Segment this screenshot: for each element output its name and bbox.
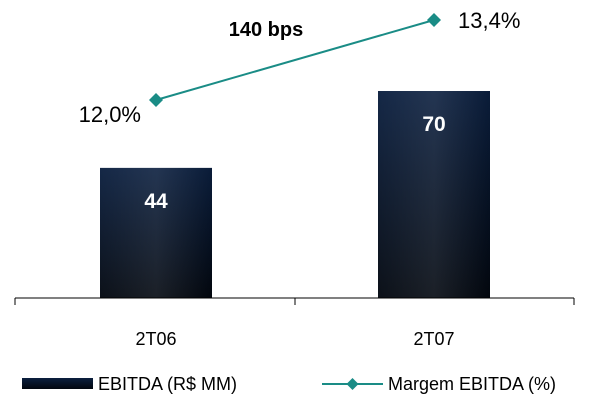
bars-layer: 44 70 [100, 91, 490, 298]
x-tick-label-2T06: 2T06 [135, 329, 176, 349]
bar-sheen-2T07 [378, 91, 490, 298]
bar-value-label-2T06: 44 [144, 190, 168, 213]
line-series: 12,0% 13,4% [79, 8, 521, 127]
margin-point-2T06[interactable] [149, 93, 163, 107]
margin-line [155, 19, 435, 101]
bar-value-label-2T07: 70 [422, 113, 445, 136]
legend: EBITDA (R$ MM) Margem EBITDA (%) [22, 374, 556, 394]
legend-label-margem: Margem EBITDA (%) [388, 374, 556, 394]
legend-item-ebitda[interactable]: EBITDA (R$ MM) [22, 374, 237, 394]
margin-point-2T07[interactable] [427, 13, 441, 27]
bar-sheen-2T06 [100, 167, 212, 298]
margin-label-2T07: 13,4% [458, 8, 520, 33]
legend-label-ebitda: EBITDA (R$ MM) [98, 374, 237, 394]
legend-swatch-diamond [346, 378, 359, 390]
x-tick-label-2T07: 2T07 [413, 329, 454, 349]
x-axis: 2T06 2T07 [14, 297, 575, 349]
legend-swatch-bar [22, 378, 93, 389]
margin-label-2T06: 12,0% [79, 102, 141, 127]
bps-annotation: 140 bps [229, 19, 303, 41]
legend-item-margem[interactable]: Margem EBITDA (%) [322, 374, 556, 394]
